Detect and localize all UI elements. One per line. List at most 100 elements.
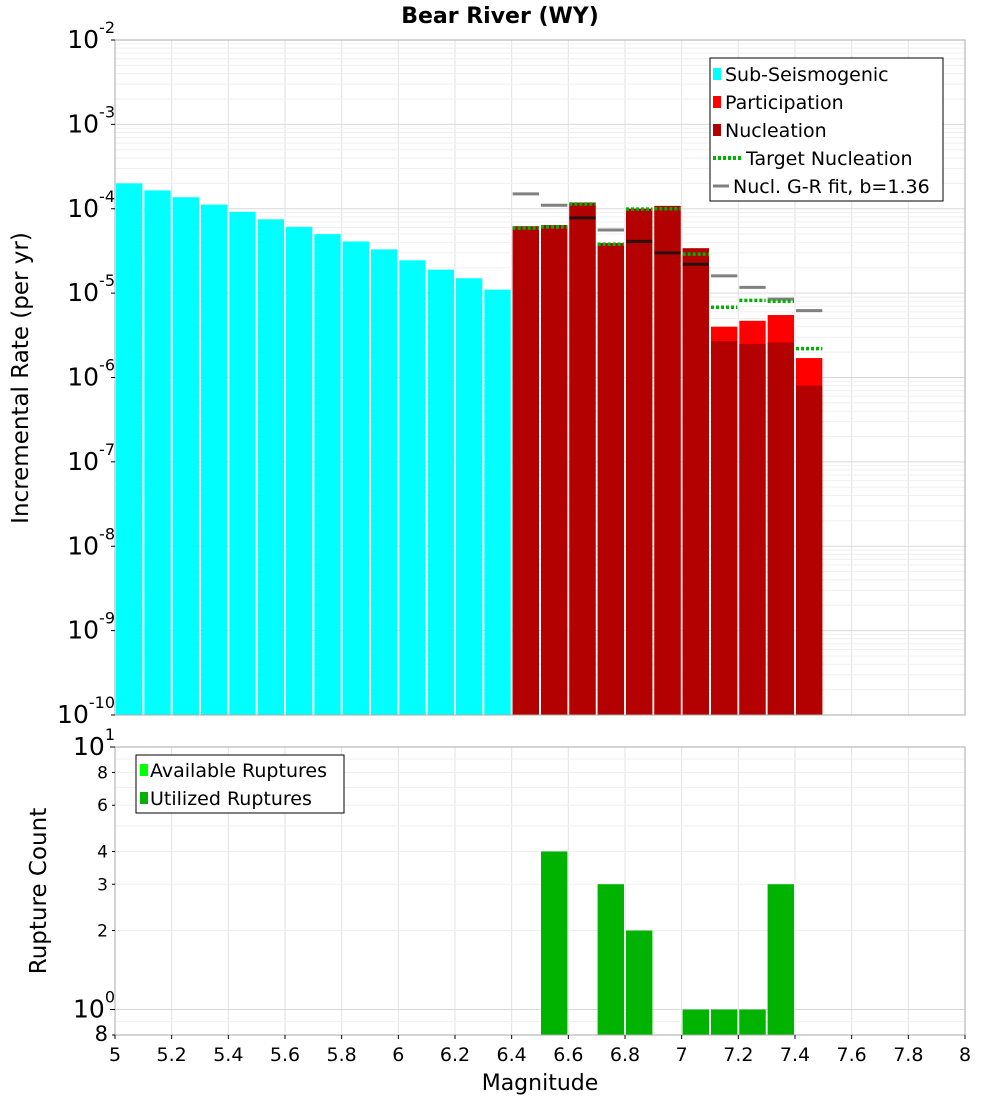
- sub-seismogenic-bar: [371, 249, 398, 716]
- rate-y-tick-label-base: 10: [67, 25, 99, 54]
- rate-markers: [512, 192, 823, 351]
- count-plot-frame: [114, 746, 966, 1036]
- rate-y-tick-label-base: 10: [67, 278, 99, 307]
- count-y-axis-label: Rupture Count: [26, 808, 52, 974]
- count-y-minor-tick-label: 3: [97, 875, 108, 895]
- rate-chart: Bear River (WY) 10-1010-910-810-710-610-…: [8, 4, 966, 729]
- utilized-ruptures-bar: [597, 884, 624, 1035]
- x-tick-label: 7.8: [893, 1044, 923, 1066]
- rate-legend-label: Nucleation: [725, 120, 827, 142]
- count-legend-box: [135, 754, 345, 814]
- x-tick-label: 6.2: [440, 1044, 470, 1066]
- count-legend-swatch: [140, 764, 148, 776]
- rate-y-tick-label: 10-4: [67, 187, 115, 223]
- rate-y-tick-label-exp: -9: [99, 609, 115, 628]
- sub-seismogenic-bar: [229, 211, 256, 715]
- nucleation-bar: [626, 208, 653, 715]
- rate-legend-swatch: [713, 96, 721, 108]
- utilized-ruptures-bar: [739, 1009, 766, 1035]
- rate-y-tick-label-base: 10: [67, 447, 99, 476]
- rate-y-tick-label: 10-2: [67, 18, 115, 54]
- count-legend: Available Ruptures Utilized Ruptures: [135, 754, 345, 814]
- rate-y-tick-label: 10-3: [67, 102, 115, 138]
- rate-y-tick-label-base: 10: [67, 616, 99, 645]
- nucleation-bar: [569, 202, 596, 716]
- rate-y-tick-label: 10-5: [67, 271, 115, 307]
- rate-y-tick-label-base: 10: [57, 700, 89, 729]
- x-tick-label: 6: [392, 1044, 404, 1066]
- count-bars: [541, 851, 794, 1035]
- count-y-minor-tick-label: 8: [97, 763, 108, 783]
- rate-y-tick-label-exp: -4: [99, 187, 115, 206]
- count-y-major-tick-label: 101: [73, 725, 115, 761]
- sub-seismogenic-bar: [427, 269, 454, 715]
- x-tick-label: 6.6: [553, 1044, 583, 1066]
- x-tick-label: 7.2: [723, 1044, 753, 1066]
- rate-legend-swatch: [713, 68, 721, 80]
- nucleation-bar: [654, 205, 681, 715]
- sub-seismogenic-bar: [257, 219, 284, 716]
- count-legend-label: Available Ruptures: [150, 760, 327, 782]
- count-y-major-tick-label-base: 10: [73, 732, 105, 761]
- count-y-minor-tick-label: 2: [97, 922, 108, 942]
- rate-legend-swatch: [713, 124, 721, 136]
- x-axis-ticks: 5 5.2 5.4 5.6 5.8 6 6.2 6.4 6.6 6.8 7 7.2 7.4 7.6 7.8 8: [109, 1035, 971, 1066]
- rate-y-tick-label: 10-9: [67, 609, 115, 645]
- rate-y-tick-label-base: 10: [67, 363, 99, 392]
- rate-legend: Sub-Seismogenic Participation Nucleation Ta…: [709, 57, 944, 202]
- rate-legend-box: [709, 57, 944, 202]
- nucleation-bar: [739, 343, 766, 715]
- sub-seismogenic-bar: [286, 226, 313, 715]
- x-tick-label: 5.4: [213, 1044, 243, 1066]
- sub-seismogenic-bar: [314, 234, 341, 715]
- nucleation-bar: [512, 226, 539, 715]
- count-legend-swatch: [140, 792, 148, 804]
- rate-y-tick-label-exp: -2: [99, 18, 115, 37]
- sub-seismogenic-bar: [342, 241, 369, 715]
- sub-seismogenic-bar: [201, 204, 228, 715]
- x-tick-label: 7.4: [780, 1044, 810, 1066]
- rate-y-tick-label: 10-7: [67, 440, 115, 476]
- rate-y-tick-label: 10-8: [67, 524, 115, 560]
- rate-legend-label: Sub-Seismogenic: [725, 64, 889, 86]
- sub-seismogenic-bar: [172, 197, 199, 715]
- x-tick-label: 8: [959, 1044, 971, 1066]
- x-tick-label: 5.8: [327, 1044, 357, 1066]
- rate-y-tick-label-exp: -10: [89, 693, 115, 712]
- utilized-ruptures-bar: [682, 1009, 709, 1035]
- rate-y-tick-label: 10-10: [57, 693, 115, 729]
- x-tick-label: 7: [676, 1044, 688, 1066]
- rate-legend-label: Target Nucleation: [745, 148, 913, 170]
- count-y-minor-tick-label: 8: [95, 1022, 108, 1046]
- rate-y-tick-label-exp: -5: [99, 271, 115, 290]
- count-y-minor-tick-label: 6: [97, 796, 108, 816]
- x-tick-label: 5: [109, 1044, 121, 1066]
- rate-y-tick-label-exp: -6: [99, 356, 115, 375]
- sub-seismogenic-bar: [116, 183, 143, 716]
- rate-y-tick-label-base: 10: [67, 109, 99, 138]
- x-tick-label: 5.2: [157, 1044, 187, 1066]
- sub-seismogenic-bar: [399, 260, 426, 715]
- rate-y-tick-label-exp: -3: [99, 102, 115, 121]
- nucleation-bar: [711, 341, 738, 715]
- utilized-ruptures-bar: [541, 851, 568, 1035]
- rate-bars: [116, 183, 823, 716]
- sub-seismogenic-bar: [484, 289, 511, 715]
- rate-gridlines: [114, 40, 966, 716]
- rate-y-tick-label-base: 10: [67, 194, 99, 223]
- utilized-ruptures-bar: [767, 884, 794, 1035]
- count-legend-label: Utilized Ruptures: [150, 788, 312, 810]
- sub-seismogenic-bar: [144, 190, 171, 716]
- nucleation-bar: [682, 248, 709, 715]
- count-y-major-tick-label-exp: 1: [105, 725, 115, 744]
- x-axis-label: Magnitude: [482, 1071, 599, 1096]
- nucleation-bar: [796, 385, 823, 715]
- utilized-ruptures-bar: [626, 930, 653, 1035]
- nucleation-bar: [597, 243, 624, 716]
- rate-y-axis-label: Incremental Rate (per yr): [8, 232, 34, 524]
- rate-chart-title: Bear River (WY): [401, 4, 599, 29]
- x-tick-label: 6.8: [610, 1044, 640, 1066]
